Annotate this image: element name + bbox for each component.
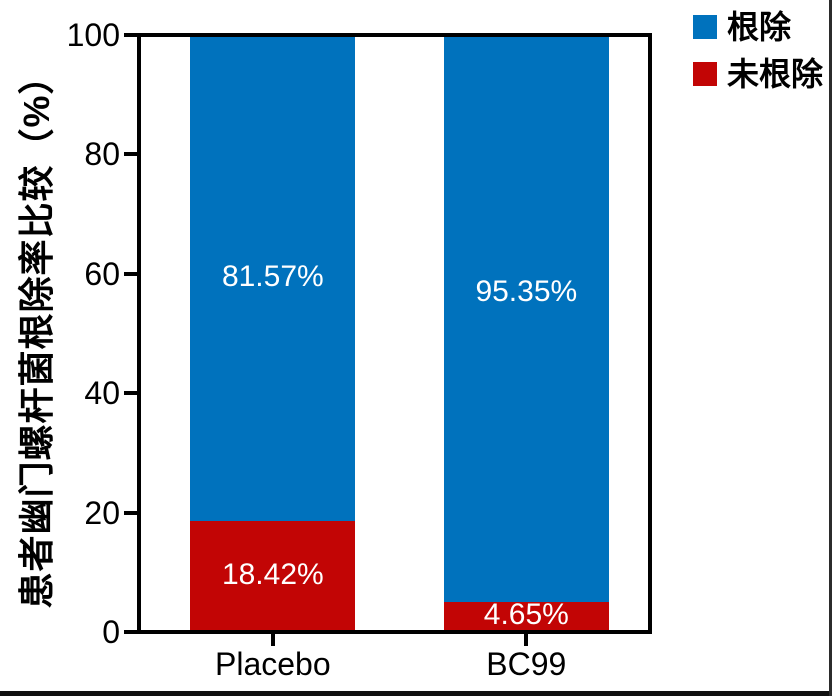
y-axis-title: 患者幽门螺杆菌根除率比较（%）: [16, 57, 57, 609]
y-tick-label-60: 60: [84, 255, 120, 292]
legend-entry-not-eradicated: 未根除: [693, 55, 823, 93]
y-tick-mark-100: [124, 33, 139, 37]
bar-segment-placebo-eradicated: [190, 37, 356, 521]
bar-segment-bc99-eradicated: [443, 37, 609, 603]
bar-label-bc99-eradicated: 95.35%: [475, 275, 578, 308]
bar-label-bc99-not-eradicated: 4.65%: [483, 598, 569, 632]
y-tick-mark-60: [124, 271, 139, 276]
bar-segment-placebo-not-eradicated: [190, 520, 356, 630]
bar-segment-bc99-not-eradicated: [443, 602, 609, 630]
legend-swatch-eradicated: [693, 15, 717, 39]
image-edge-line-right: [829, 0, 832, 696]
y-tick-mark-0: [124, 630, 139, 634]
x-category-label-bc99: BC99: [486, 646, 567, 682]
legend-entry-eradicated: 根除: [693, 8, 823, 46]
bar-label-placebo-not-eradicated: 18.42%: [221, 558, 324, 592]
y-tick-label-20: 20: [84, 494, 120, 531]
y-tick-mark-20: [124, 510, 139, 515]
y-tick-label-80: 80: [84, 136, 120, 173]
y-tick-label-0: 0: [102, 614, 120, 650]
bar-bc99: 4.65% 95.35%: [443, 37, 609, 632]
plot-area-content: 18.42% 81.57% 4.65% 95.35%: [141, 37, 648, 630]
legend-label-not-eradicated: 未根除: [727, 56, 824, 92]
y-tick-label-100: 100: [66, 17, 120, 53]
image-edge-line-bottom: [0, 691, 832, 696]
x-tick-mark-bc99: [524, 634, 529, 646]
bar-placebo: 18.42% 81.57%: [190, 37, 356, 630]
y-tick-label-40: 40: [84, 375, 120, 412]
plot-area: 18.42% 81.57% 4.65% 95.35%: [137, 33, 652, 634]
y-tick-mark-40: [124, 391, 139, 396]
x-tick-mark-placebo: [270, 634, 275, 646]
bar-label-placebo-eradicated: 81.57%: [221, 260, 324, 294]
y-tick-mark-80: [124, 152, 139, 157]
legend-label-eradicated: 根除: [727, 9, 792, 45]
legend-swatch-not-eradicated: [693, 62, 717, 86]
x-category-label-placebo: Placebo: [214, 646, 331, 682]
legend: 根除 未根除: [693, 8, 823, 102]
